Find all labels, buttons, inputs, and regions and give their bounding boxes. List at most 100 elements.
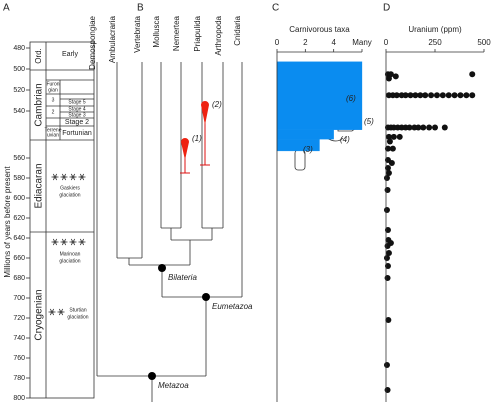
clade-label: Metazoa [158,381,189,390]
point [384,187,391,193]
x-tick-label: 0 [384,38,389,47]
point [417,92,424,99]
y-tick-label: 780 [13,375,25,382]
x-tick-label: 4 [331,38,336,47]
point [385,170,392,176]
epoch-label: Terrene [45,127,62,133]
timescale [29,41,95,399]
panel-label: B [137,3,144,14]
point [383,207,390,213]
y-tick-label: 640 [13,235,25,242]
snowflake-core [53,240,57,244]
x-tick-label: 500 [477,38,491,47]
point [384,165,391,171]
epoch-label: 3 [52,97,55,103]
point [422,92,429,99]
panel-label: C [272,3,279,14]
y-tick-label: 740 [13,335,25,342]
snowflake-arm [61,173,67,181]
period-label: Cambrian [34,83,45,126]
point [406,124,413,131]
clade-label: Eumetazoa [212,302,253,311]
snowflake-core [71,175,75,179]
annotation: (6) [346,94,356,103]
glaciation-label: glaciation [67,314,88,320]
stage-label: Stage 4 [68,106,85,112]
y-tick-label: 700 [13,295,25,302]
y-tick-label: 720 [13,315,25,322]
column-frame [29,41,95,399]
y-tick-label: 800 [13,395,25,402]
period-label: Ediacaran [34,163,45,208]
y-tick-label: 680 [13,275,25,282]
y-tick-label: 520 [13,87,25,94]
snowflake-arm [70,173,76,181]
point [384,243,391,249]
x-axis-title: Uranium (ppm) [408,25,462,34]
x-tick-label: 0 [275,38,280,47]
y-tick-label: 540 [13,108,25,115]
annotation: (5) [364,117,374,126]
stage-label: Stage 5 [68,99,85,105]
annotation: (4) [340,135,350,144]
point [393,92,400,99]
point [463,92,470,99]
snowflake-arm [79,238,85,246]
stage-label: Stage 2 [65,119,89,126]
snowflake-core [80,175,84,179]
point [432,124,438,131]
tree-branches [96,62,243,402]
point [388,160,395,166]
taxon-label: Demospongiae [88,15,97,69]
epoch-label: Furon [46,81,59,87]
snowflake-core [62,240,66,244]
point [457,92,464,99]
glaciation-icons [48,173,86,316]
annotation: (3) [303,145,313,154]
point [420,124,427,131]
taxon-label: Priapulida [193,15,202,51]
epoch-label: Early [62,51,78,58]
snowflake-arm [52,173,58,181]
point [439,92,446,99]
point [426,124,433,131]
taxon-label: Nemertea [172,15,181,51]
snowflake-arm [58,308,64,316]
glaciation-label: Gaskiers [60,185,80,191]
point [392,73,399,80]
point [385,75,392,82]
stage-label: Stage 3 [68,112,85,118]
glaciation-label: Sturtian [69,307,86,313]
x-axis-title: Carnivorous taxa [289,25,350,34]
panel-label: A [3,3,10,14]
point [433,92,440,99]
epoch-label: uvian [47,132,59,138]
step-bar [276,129,334,140]
snowflake-core [59,310,63,314]
point [389,145,396,152]
y-tick-label: 600 [13,195,25,202]
point [385,250,392,256]
clade-label: Bilateria [168,273,197,282]
y-tick-label: 500 [13,66,25,73]
point [390,133,397,140]
epoch-label: 2 [52,109,55,115]
point [384,387,391,393]
snowflake-arm [52,238,58,246]
y-tick-label: 620 [13,215,25,222]
point [384,275,391,281]
glaciation-label: glaciation [59,258,80,264]
point [383,175,390,181]
taxon-label: Vertebrata [133,15,142,52]
stage-label: Fortunian [62,130,92,137]
snowflake-core [62,175,66,179]
phylogeny [96,62,243,402]
panel-label: D [383,3,390,14]
taxon-label: Ambulacraria [108,15,117,63]
taxon-label: Cnidaria [233,15,242,45]
x-tick-label: 2 [303,38,308,47]
point [412,92,419,99]
epoch-label: gian [48,87,58,93]
snowflake-core [53,175,57,179]
